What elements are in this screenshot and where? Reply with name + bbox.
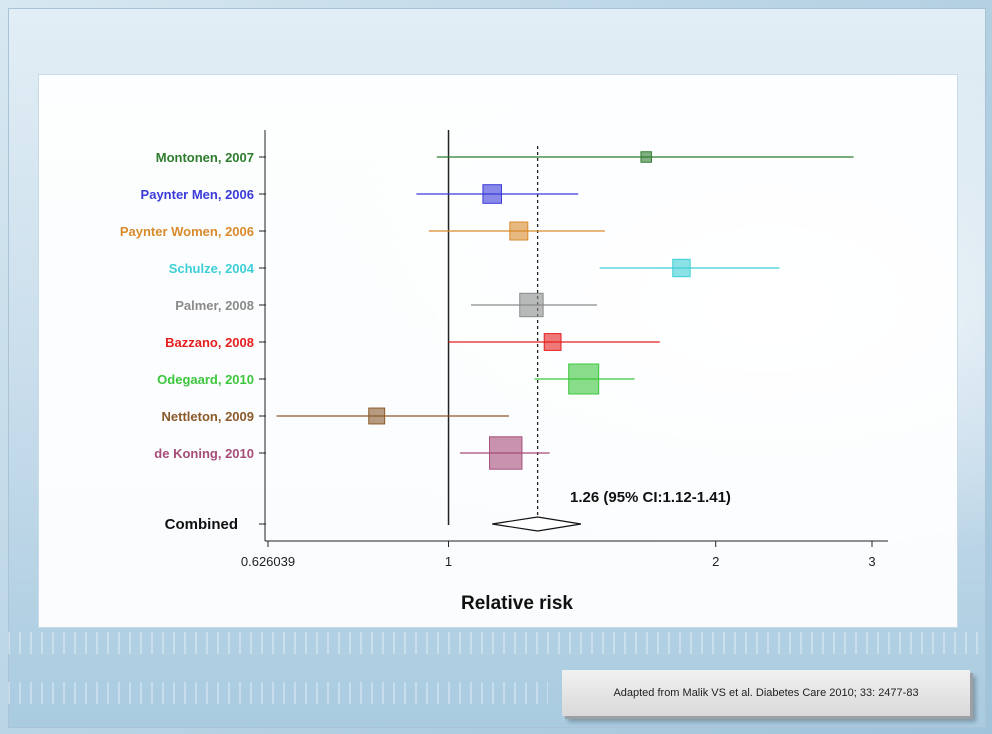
study-label: Schulze, 2004 xyxy=(169,261,255,276)
study-label: Paynter Women, 2006 xyxy=(120,224,254,239)
point-estimate-marker xyxy=(482,184,503,204)
chart-panel xyxy=(38,74,958,628)
point-estimate-marker xyxy=(543,333,562,351)
study-label: Paynter Men, 2006 xyxy=(141,187,254,202)
point-estimate-marker xyxy=(368,407,386,425)
point-estimate-marker xyxy=(640,151,652,163)
combined-diamond xyxy=(492,516,582,532)
combined-label: Combined xyxy=(165,516,238,533)
point-estimate-marker xyxy=(672,258,691,278)
point-estimate-marker xyxy=(568,363,600,395)
decorative-stripe-band-lower xyxy=(8,682,548,704)
x-tick-label: 2 xyxy=(712,554,719,569)
source-note-box: Adapted from Malik VS et al. Diabetes Ca… xyxy=(562,670,970,716)
study-label: Bazzano, 2008 xyxy=(165,335,254,350)
x-tick-label: 0.626039 xyxy=(241,554,295,569)
study-rows: Montonen, 2007 Paynter Men, 2006 Paynter W… xyxy=(120,150,854,533)
x-axis-label: Relative risk xyxy=(461,593,573,614)
combined-estimate-annotation: 1.26 (95% CI:1.12-1.41) xyxy=(570,489,731,506)
source-note-text: Adapted from Malik VS et al. Diabetes Ca… xyxy=(613,687,919,699)
study-label: de Koning, 2010 xyxy=(154,446,254,461)
study-label: Montonen, 2007 xyxy=(156,150,254,165)
point-estimate-marker xyxy=(509,221,529,241)
x-ticks: 0.626039 1 2 3 xyxy=(241,541,876,569)
decorative-stripe-band xyxy=(8,632,984,654)
study-label: Palmer, 2008 xyxy=(175,298,254,313)
study-label: Odegaard, 2010 xyxy=(157,372,254,387)
x-tick-label: 1 xyxy=(445,554,452,569)
point-estimate-marker xyxy=(519,292,544,318)
study-label: Nettleton, 2009 xyxy=(162,409,254,424)
x-tick-label: 3 xyxy=(868,554,875,569)
axes xyxy=(259,130,888,542)
point-estimate-marker xyxy=(489,436,523,470)
